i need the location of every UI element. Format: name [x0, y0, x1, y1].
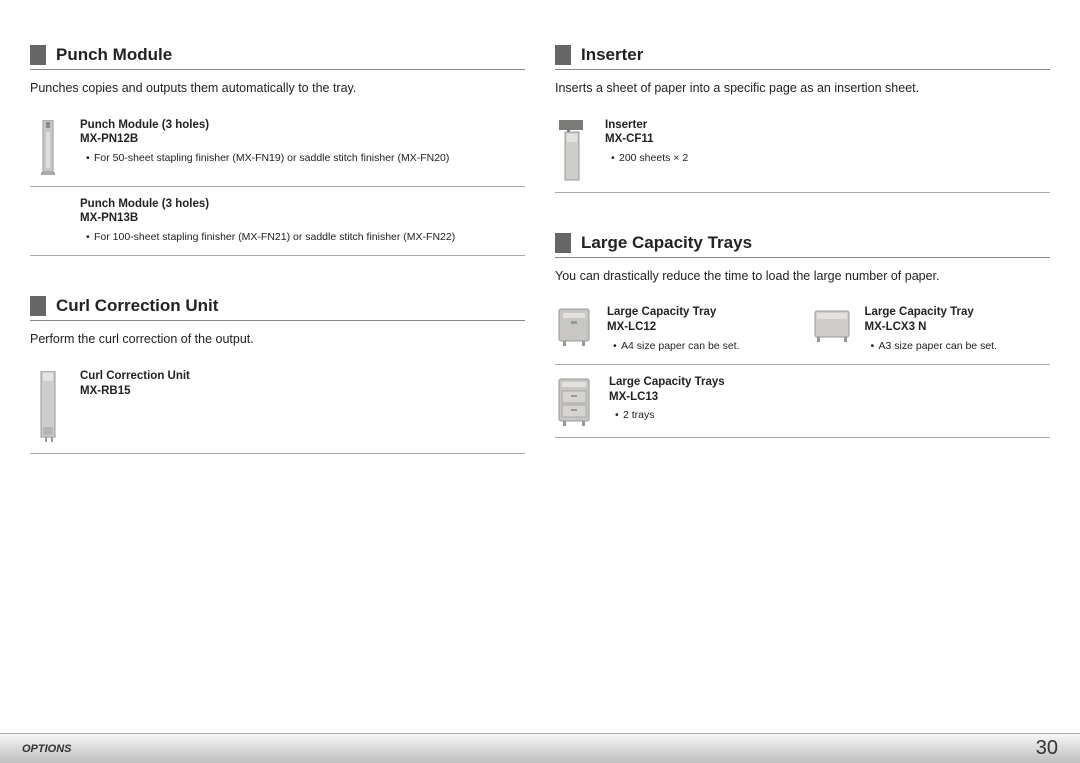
product-thumbnail — [555, 118, 591, 182]
product-thumbnail — [30, 369, 66, 443]
punch-module-icon — [41, 120, 55, 176]
product-item: Large Capacity Trays MX-LC13 2 trays — [555, 369, 1050, 438]
product-body: Large Capacity Trays MX-LC13 2 trays — [609, 375, 1050, 427]
product-name: Large Capacity Tray — [865, 305, 1051, 320]
product-body: Curl Correction Unit MX-RB15 — [80, 369, 525, 443]
product-thumbnail — [555, 305, 595, 354]
product-item: Punch Module (3 holes) MX-PN13B For 100-… — [30, 191, 525, 257]
section-marker-icon — [555, 233, 571, 253]
tray-2trays-icon — [557, 377, 593, 427]
product-name: Inserter — [605, 118, 1050, 133]
page-content: Punch Module Punches copies and outputs … — [0, 0, 1080, 494]
product-body: Inserter MX-CF11 200 sheets × 2 — [605, 118, 1050, 182]
product-bullets: For 100-sheet stapling finisher (MX-FN21… — [80, 230, 525, 245]
product-thumbnail — [555, 375, 595, 427]
section-description: Punches copies and outputs them automati… — [30, 80, 525, 98]
section-title: Inserter — [581, 45, 643, 65]
footer-section-name: OPTIONS — [22, 743, 72, 755]
product-name: Punch Module (3 holes) — [80, 118, 525, 133]
product-body: Large Capacity Tray MX-LC12 A4 size pape… — [607, 305, 793, 354]
section-large-capacity-trays: Large Capacity Trays You can drastically… — [555, 233, 1050, 438]
bullet-item: 200 sheets × 2 — [611, 151, 1050, 166]
product-name: Large Capacity Tray — [607, 305, 793, 320]
curl-unit-icon — [39, 371, 57, 443]
bullet-item: For 100-sheet stapling finisher (MX-FN21… — [86, 230, 525, 245]
product-item: Large Capacity Tray MX-LCX3 N A3 size pa… — [813, 305, 1051, 354]
product-item: Curl Correction Unit MX-RB15 — [30, 363, 525, 454]
product-item: Punch Module (3 holes) MX-PN12B For 50-s… — [30, 112, 525, 187]
section-description: Perform the curl correction of the outpu… — [30, 331, 525, 349]
product-name: Punch Module (3 holes) — [80, 197, 525, 212]
section-inserter: Inserter Inserts a sheet of paper into a… — [555, 45, 1050, 193]
product-thumbnail — [30, 197, 66, 246]
bullet-item: For 50-sheet stapling finisher (MX-FN19)… — [86, 151, 525, 166]
section-title: Large Capacity Trays — [581, 233, 752, 253]
product-model: MX-CF11 — [605, 132, 1050, 147]
product-model: MX-PN13B — [80, 211, 525, 226]
product-thumbnail — [30, 118, 66, 176]
section-header: Curl Correction Unit — [30, 296, 525, 321]
footer-page-number: 30 — [1036, 737, 1058, 760]
section-curl-correction: Curl Correction Unit Perform the curl co… — [30, 296, 525, 454]
section-description: Inserts a sheet of paper into a specific… — [555, 80, 1050, 98]
product-row-double: Large Capacity Tray MX-LC12 A4 size pape… — [555, 299, 1050, 365]
tray-a4-icon — [557, 307, 593, 347]
tray-a3-icon — [813, 307, 853, 343]
product-body: Punch Module (3 holes) MX-PN13B For 100-… — [80, 197, 525, 246]
product-model: MX-PN12B — [80, 132, 525, 147]
product-thumbnail — [813, 305, 853, 354]
product-item: Large Capacity Tray MX-LC12 A4 size pape… — [555, 305, 793, 354]
section-marker-icon — [30, 296, 46, 316]
product-body: Punch Module (3 holes) MX-PN12B For 50-s… — [80, 118, 525, 176]
product-name: Large Capacity Trays — [609, 375, 1050, 390]
page-footer: OPTIONS 30 — [0, 733, 1080, 763]
bullet-item: A4 size paper can be set. — [613, 339, 793, 354]
product-bullets: 200 sheets × 2 — [605, 151, 1050, 166]
section-description: You can drastically reduce the time to l… — [555, 268, 1050, 286]
left-column: Punch Module Punches copies and outputs … — [30, 45, 525, 494]
right-column: Inserter Inserts a sheet of paper into a… — [555, 45, 1050, 494]
section-punch-module: Punch Module Punches copies and outputs … — [30, 45, 525, 256]
product-bullets: 2 trays — [609, 408, 1050, 423]
product-model: MX-LCX3 N — [865, 320, 1051, 335]
product-name: Curl Correction Unit — [80, 369, 525, 384]
section-title: Punch Module — [56, 45, 172, 65]
product-bullets: A4 size paper can be set. — [607, 339, 793, 354]
product-bullets: A3 size paper can be set. — [865, 339, 1051, 354]
product-model: MX-LC13 — [609, 390, 1050, 405]
section-marker-icon — [30, 45, 46, 65]
section-marker-icon — [555, 45, 571, 65]
product-body: Large Capacity Tray MX-LCX3 N A3 size pa… — [865, 305, 1051, 354]
bullet-item: 2 trays — [615, 408, 1050, 423]
inserter-icon — [559, 120, 587, 182]
section-header: Inserter — [555, 45, 1050, 70]
product-model: MX-RB15 — [80, 384, 525, 399]
product-model: MX-LC12 — [607, 320, 793, 335]
section-header: Punch Module — [30, 45, 525, 70]
product-item: Inserter MX-CF11 200 sheets × 2 — [555, 112, 1050, 193]
section-header: Large Capacity Trays — [555, 233, 1050, 258]
product-bullets: For 50-sheet stapling finisher (MX-FN19)… — [80, 151, 525, 166]
section-title: Curl Correction Unit — [56, 296, 218, 316]
bullet-item: A3 size paper can be set. — [871, 339, 1051, 354]
